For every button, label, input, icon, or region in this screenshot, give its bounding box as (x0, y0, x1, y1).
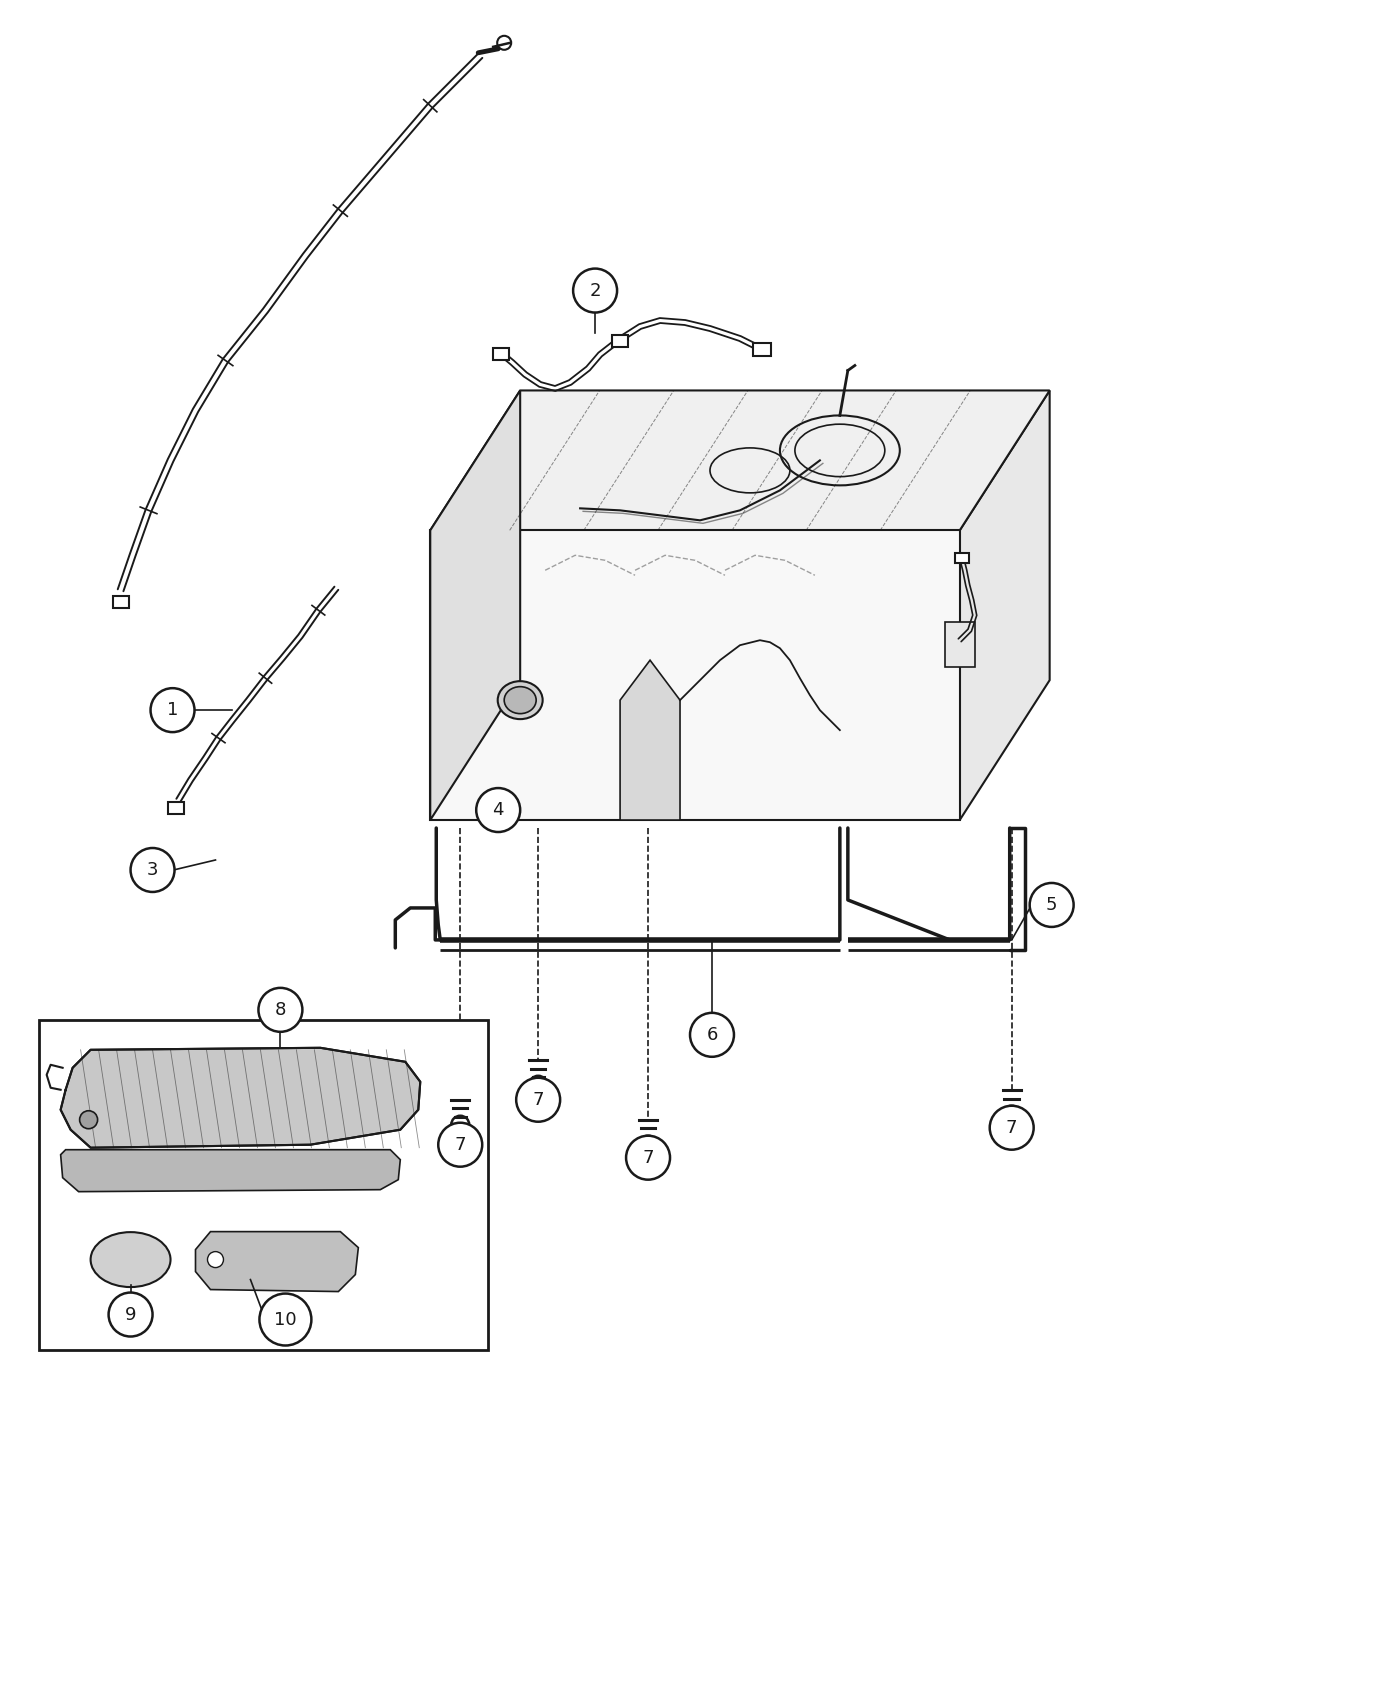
Text: 7: 7 (455, 1136, 466, 1154)
Polygon shape (60, 1047, 420, 1148)
Circle shape (476, 789, 521, 831)
Polygon shape (60, 1149, 400, 1192)
FancyBboxPatch shape (168, 802, 183, 814)
Circle shape (259, 1294, 311, 1345)
FancyBboxPatch shape (39, 1020, 489, 1350)
Circle shape (151, 688, 195, 733)
Polygon shape (430, 391, 1050, 530)
Circle shape (259, 988, 302, 1032)
Polygon shape (960, 391, 1050, 819)
Circle shape (109, 1292, 153, 1336)
Polygon shape (196, 1231, 358, 1292)
Ellipse shape (504, 687, 536, 714)
Circle shape (207, 1251, 224, 1268)
Text: 1: 1 (167, 700, 178, 719)
Circle shape (80, 1110, 98, 1129)
Text: 2: 2 (589, 282, 601, 299)
FancyBboxPatch shape (493, 348, 510, 360)
Text: 4: 4 (493, 801, 504, 819)
Circle shape (990, 1105, 1033, 1149)
FancyBboxPatch shape (112, 597, 129, 609)
Text: 9: 9 (125, 1306, 136, 1324)
Circle shape (517, 1078, 560, 1122)
Text: 10: 10 (274, 1311, 297, 1328)
Circle shape (690, 1013, 734, 1057)
Text: 6: 6 (707, 1025, 718, 1044)
Circle shape (130, 848, 175, 892)
FancyBboxPatch shape (612, 335, 629, 347)
FancyBboxPatch shape (945, 622, 974, 666)
Polygon shape (620, 660, 680, 819)
FancyBboxPatch shape (753, 342, 771, 357)
Text: 5: 5 (1046, 896, 1057, 915)
Text: 7: 7 (1007, 1119, 1018, 1137)
Text: 7: 7 (643, 1149, 654, 1166)
FancyBboxPatch shape (955, 552, 969, 563)
Circle shape (438, 1122, 482, 1166)
Text: 8: 8 (274, 1001, 286, 1018)
Text: 3: 3 (147, 860, 158, 879)
Text: 7: 7 (532, 1091, 545, 1108)
Circle shape (626, 1136, 671, 1180)
Circle shape (1029, 882, 1074, 927)
Circle shape (573, 269, 617, 313)
Polygon shape (430, 391, 521, 819)
Polygon shape (430, 530, 960, 819)
Ellipse shape (91, 1232, 171, 1287)
Ellipse shape (498, 682, 543, 719)
